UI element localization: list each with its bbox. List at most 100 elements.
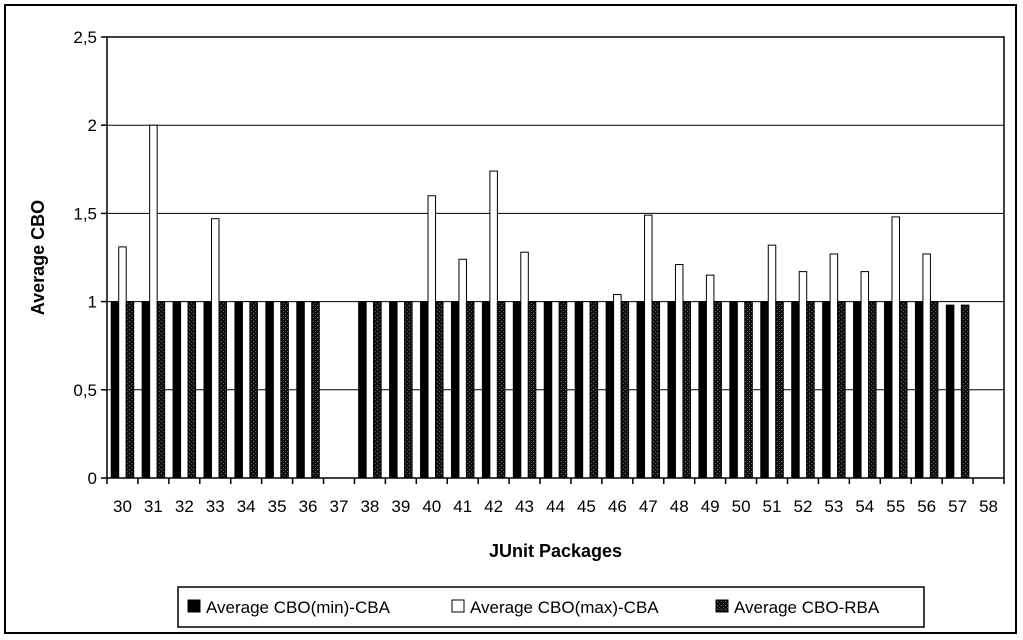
bar-open — [211, 218, 220, 479]
bar-speckled — [837, 301, 846, 479]
x-tick-label: 57 — [948, 497, 967, 516]
x-tick-label: 51 — [763, 497, 782, 516]
bar-solid — [729, 301, 738, 479]
bar-speckled — [496, 301, 506, 479]
bar-open — [922, 253, 931, 479]
bar-solid — [791, 301, 800, 479]
bar-solid — [667, 301, 676, 479]
bar-speckled — [868, 301, 877, 479]
bar-open — [520, 251, 529, 479]
x-axis-ticks: 30 31 32 33 34 35 36 37 38 39 40 41 42 43 44 45 46 47 48 49… — [106, 478, 1005, 516]
x-tick-label: 44 — [546, 497, 565, 516]
bar-speckled — [744, 301, 753, 479]
x-tick-label: 50 — [732, 497, 751, 516]
bar-open — [303, 301, 313, 479]
bar-speckled — [806, 301, 815, 479]
x-tick-label: 33 — [206, 497, 225, 516]
bar-open — [118, 246, 127, 479]
bar-solid — [853, 301, 862, 479]
y-axis-ticks: 0 0,5 1 1,5 2 2,5 — [73, 28, 107, 488]
bar-solid — [172, 301, 182, 479]
bar-speckled — [929, 301, 939, 479]
x-tick-label: 46 — [608, 497, 627, 516]
y-tick-label: 1,5 — [73, 204, 97, 223]
bar-solid — [358, 301, 367, 479]
x-tick-label: 54 — [855, 497, 874, 516]
x-tick-label: 39 — [391, 497, 410, 516]
y-tick-label: 0 — [88, 469, 97, 488]
x-axis-title: JUnit Packages — [489, 541, 622, 561]
bar-speckled — [156, 301, 166, 479]
x-tick-label: 32 — [175, 497, 194, 516]
bar-speckled — [960, 304, 970, 479]
bar-speckled — [280, 301, 289, 479]
bar-speckled — [435, 301, 444, 479]
bar-speckled — [218, 301, 228, 479]
x-tick-label: 30 — [113, 497, 132, 516]
bar-open — [396, 301, 406, 479]
bar-solid — [389, 301, 398, 479]
bar-open — [489, 170, 498, 479]
bar-speckled — [775, 301, 784, 479]
bar-open — [149, 124, 158, 479]
bar-speckled — [898, 301, 908, 479]
bar-open — [458, 258, 467, 479]
bar-solid — [605, 301, 615, 479]
bar-solid — [574, 301, 584, 479]
x-tick-label: 34 — [237, 497, 256, 516]
bar-solid — [265, 301, 274, 479]
bar-open — [365, 301, 375, 479]
bar-speckled — [713, 301, 722, 479]
bar-open — [705, 274, 715, 479]
bar-speckled — [404, 301, 413, 479]
legend-swatch — [451, 599, 465, 613]
x-tick-label: 31 — [144, 497, 163, 516]
bar-solid — [945, 304, 955, 479]
bar-solid — [234, 301, 243, 479]
x-tick-label: 41 — [453, 497, 472, 516]
legend-swatch — [187, 599, 201, 613]
y-axis-title: Average CBO — [28, 200, 48, 315]
bar-open — [427, 195, 437, 479]
bar-open — [272, 301, 282, 479]
legend-box — [177, 586, 925, 628]
legend: Average CBO(min)-CBA Average CBO(max)-CBA… — [177, 586, 925, 628]
bar-solid — [883, 301, 893, 479]
x-tick-label: 35 — [268, 497, 287, 516]
bar-open — [736, 301, 746, 479]
bar-open — [241, 301, 251, 479]
y-tick-label: 0,5 — [73, 381, 97, 400]
bar-open — [180, 301, 189, 479]
bar-speckled — [589, 301, 599, 479]
bar-speckled — [682, 301, 691, 479]
bar-open — [582, 301, 591, 479]
bar-solid — [543, 301, 553, 479]
bar-speckled — [125, 301, 135, 479]
x-tick-label: 47 — [639, 497, 658, 516]
bar-speckled — [311, 301, 320, 479]
x-tick-label: 45 — [577, 497, 596, 516]
bar-open — [613, 294, 622, 479]
legend-swatch — [715, 599, 729, 613]
x-tick-label: 52 — [793, 497, 812, 516]
y-tick-label: 2 — [88, 116, 97, 135]
bar-solid — [203, 301, 213, 479]
x-tick-label: 38 — [360, 497, 379, 516]
bar-speckled — [651, 301, 661, 479]
x-tick-label: 55 — [886, 497, 905, 516]
bar-solid — [512, 301, 522, 479]
bar-open — [891, 216, 900, 479]
bar-solid — [481, 301, 491, 479]
bar-solid — [914, 301, 924, 479]
x-tick-label: 49 — [701, 497, 720, 516]
x-tick-label: 42 — [484, 497, 503, 516]
bar-open — [674, 264, 684, 479]
bar-speckled — [620, 301, 630, 479]
bar-open — [551, 301, 560, 479]
x-tick-label: 43 — [515, 497, 534, 516]
x-tick-label: 58 — [979, 497, 998, 516]
legend-label: Average CBO(min)-CBA — [206, 598, 391, 617]
bar-open — [798, 271, 808, 479]
x-tick-label: 36 — [299, 497, 318, 516]
